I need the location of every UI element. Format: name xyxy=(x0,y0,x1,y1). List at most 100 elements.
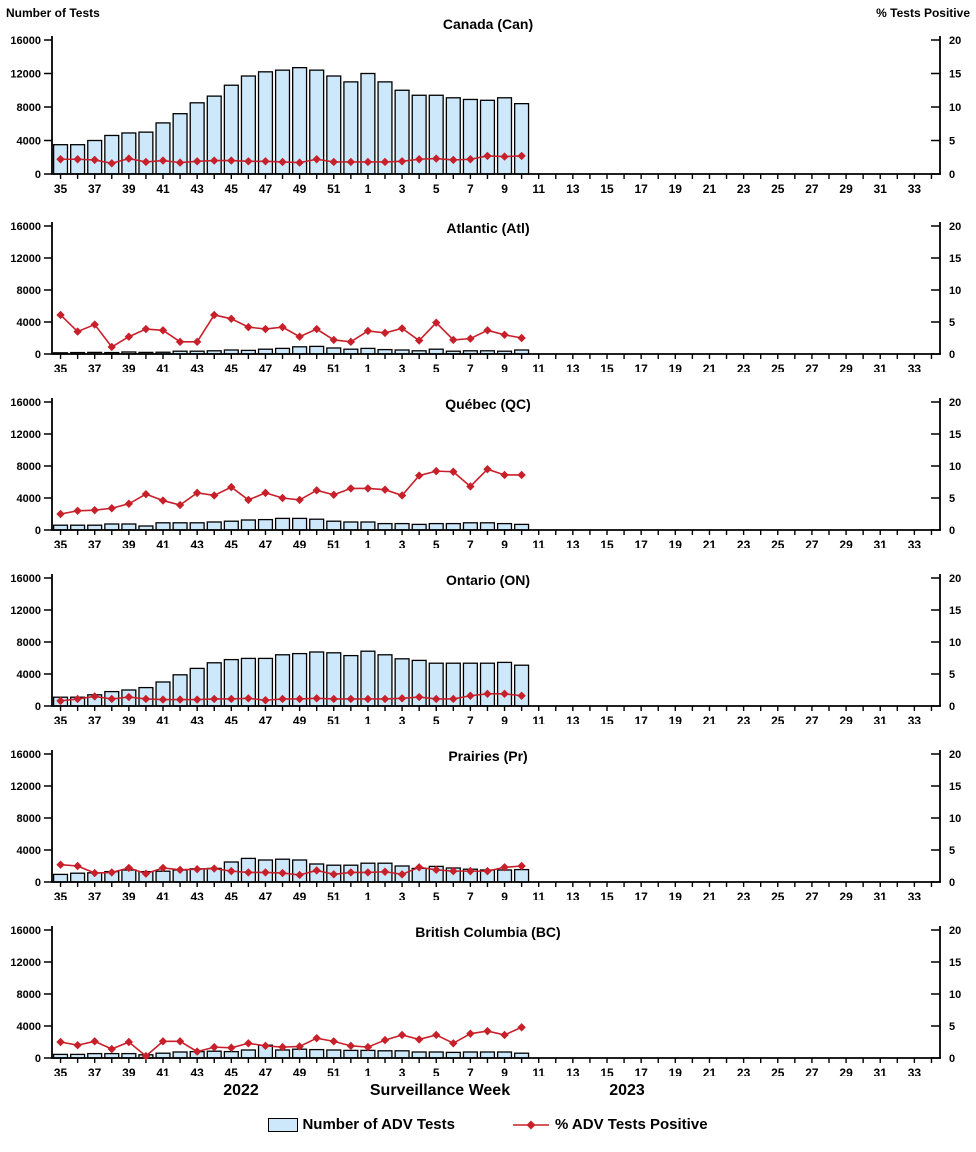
svg-text:8000: 8000 xyxy=(17,637,41,649)
svg-text:8000: 8000 xyxy=(17,461,41,473)
right-axis-title: % Tests Positive xyxy=(876,6,970,20)
svg-text:15: 15 xyxy=(600,714,614,724)
svg-text:5: 5 xyxy=(433,538,440,548)
svg-text:9: 9 xyxy=(501,714,508,724)
svg-text:23: 23 xyxy=(737,890,751,900)
svg-text:4000: 4000 xyxy=(17,1021,41,1033)
svg-text:19: 19 xyxy=(669,538,683,548)
svg-text:29: 29 xyxy=(839,1066,853,1076)
svg-text:17: 17 xyxy=(634,362,648,372)
svg-text:5: 5 xyxy=(949,493,955,505)
panel-prairies: 0 4000 8000 12000 16000 0 5 10 15 20 35 37 39 41 43 45 4… xyxy=(0,724,976,900)
svg-text:19: 19 xyxy=(669,1066,683,1076)
svg-text:5: 5 xyxy=(433,182,440,196)
svg-text:20: 20 xyxy=(949,925,961,937)
svg-text:16000: 16000 xyxy=(10,221,41,233)
svg-text:5: 5 xyxy=(433,714,440,724)
svg-text:33: 33 xyxy=(908,362,922,372)
svg-text:7: 7 xyxy=(467,714,474,724)
legend-bars-label: Number of ADV Tests xyxy=(302,1116,455,1133)
panel-ontario: 0 4000 8000 12000 16000 0 5 10 15 20 35 37 39 41 43 45 4… xyxy=(0,548,976,724)
svg-text:3: 3 xyxy=(399,1066,406,1076)
svg-text:39: 39 xyxy=(122,362,136,372)
svg-text:15: 15 xyxy=(949,429,961,441)
svg-text:37: 37 xyxy=(88,362,102,372)
svg-text:27: 27 xyxy=(805,890,819,900)
svg-text:3: 3 xyxy=(399,714,406,724)
svg-text:5: 5 xyxy=(433,890,440,900)
svg-text:8000: 8000 xyxy=(17,102,41,114)
svg-text:11: 11 xyxy=(532,362,545,372)
svg-text:1: 1 xyxy=(365,890,372,900)
panel-canada: 0 4000 8000 12000 16000 0 5 10 15 20 35 37 39 41 43 45 4… xyxy=(0,0,976,196)
svg-text:51: 51 xyxy=(327,182,341,196)
svg-text:23: 23 xyxy=(737,538,751,548)
svg-text:23: 23 xyxy=(737,1066,751,1076)
svg-text:31: 31 xyxy=(874,714,888,724)
svg-text:12000: 12000 xyxy=(10,957,41,969)
svg-text:0: 0 xyxy=(949,701,955,713)
svg-text:49: 49 xyxy=(293,182,307,196)
svg-text:47: 47 xyxy=(259,538,273,548)
svg-text:4000: 4000 xyxy=(17,845,41,857)
svg-text:0: 0 xyxy=(949,169,955,181)
svg-text:41: 41 xyxy=(156,538,170,548)
svg-text:4000: 4000 xyxy=(17,493,41,505)
svg-text:13: 13 xyxy=(566,362,580,372)
svg-text:0: 0 xyxy=(35,1053,41,1065)
svg-text:31: 31 xyxy=(874,890,888,900)
panel-quebec: 0 4000 8000 12000 16000 0 5 10 15 20 35 37 39 41 43 45 4… xyxy=(0,372,976,548)
svg-text:1: 1 xyxy=(365,182,372,196)
svg-text:16000: 16000 xyxy=(10,573,41,585)
svg-text:20: 20 xyxy=(949,221,961,233)
svg-text:25: 25 xyxy=(771,538,785,548)
svg-text:9: 9 xyxy=(501,538,508,548)
svg-text:9: 9 xyxy=(501,1066,508,1076)
panel-atlantic: 0 4000 8000 12000 16000 0 5 10 15 20 35 37 39 41 43 45 4… xyxy=(0,196,976,372)
svg-text:16000: 16000 xyxy=(10,749,41,761)
svg-text:29: 29 xyxy=(839,362,853,372)
svg-text:49: 49 xyxy=(293,362,307,372)
svg-text:17: 17 xyxy=(634,538,648,548)
svg-text:21: 21 xyxy=(703,714,717,724)
svg-text:45: 45 xyxy=(225,1066,239,1076)
svg-text:15: 15 xyxy=(600,890,614,900)
bottom-axis-band: 2022 Surveillance Week 2023 Number of AD… xyxy=(0,1076,976,1152)
svg-text:17: 17 xyxy=(634,890,648,900)
legend: Number of ADV Tests % ADV Tests Positive xyxy=(0,1116,976,1133)
svg-text:5: 5 xyxy=(949,845,955,857)
svg-text:41: 41 xyxy=(156,362,170,372)
svg-text:5: 5 xyxy=(949,136,955,148)
svg-text:23: 23 xyxy=(737,362,751,372)
svg-text:11: 11 xyxy=(532,182,545,196)
svg-text:0: 0 xyxy=(949,1053,955,1065)
svg-text:11: 11 xyxy=(532,714,545,724)
svg-text:39: 39 xyxy=(122,714,136,724)
svg-text:33: 33 xyxy=(908,890,922,900)
svg-text:35: 35 xyxy=(54,538,68,548)
svg-text:41: 41 xyxy=(156,1066,170,1076)
panel-british-columbia: 0 4000 8000 12000 16000 0 5 10 15 20 35 37 39 41 43 45 4… xyxy=(0,900,976,1076)
svg-text:29: 29 xyxy=(839,714,853,724)
svg-text:4000: 4000 xyxy=(17,136,41,148)
svg-text:9: 9 xyxy=(501,362,508,372)
svg-text:39: 39 xyxy=(122,1066,136,1076)
svg-text:13: 13 xyxy=(566,538,580,548)
svg-text:12000: 12000 xyxy=(10,429,41,441)
svg-text:15: 15 xyxy=(600,182,614,196)
svg-text:37: 37 xyxy=(88,182,102,196)
svg-text:10: 10 xyxy=(949,813,961,825)
svg-text:25: 25 xyxy=(771,182,785,196)
svg-text:1: 1 xyxy=(365,1066,372,1076)
svg-text:27: 27 xyxy=(805,182,819,196)
svg-text:0: 0 xyxy=(35,349,41,361)
svg-text:8000: 8000 xyxy=(17,989,41,1001)
svg-text:13: 13 xyxy=(566,182,580,196)
svg-text:51: 51 xyxy=(327,538,341,548)
svg-text:10: 10 xyxy=(949,637,961,649)
svg-text:0: 0 xyxy=(35,525,41,537)
svg-text:10: 10 xyxy=(949,102,961,114)
svg-text:33: 33 xyxy=(908,538,922,548)
svg-text:27: 27 xyxy=(805,1066,819,1076)
